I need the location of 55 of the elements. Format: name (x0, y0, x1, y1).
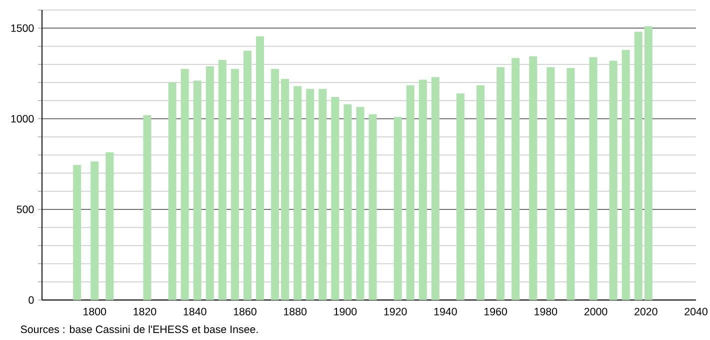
bar (230, 68, 239, 300)
bar (431, 77, 440, 300)
bar (143, 115, 152, 300)
x-tick-label: 2020 (634, 308, 658, 316)
bar (634, 32, 642, 300)
x-tick-label: 1840 (184, 308, 206, 316)
y-tick-label: 500 (16, 206, 34, 214)
y-tick-label: 1500 (11, 24, 34, 32)
bar (344, 104, 352, 300)
bar (609, 60, 618, 300)
bar (418, 80, 427, 300)
x-tick-label: 1900 (334, 308, 357, 316)
bar (90, 161, 99, 300)
x-tick-label: 1940 (434, 308, 457, 316)
bar (368, 114, 377, 300)
x-tick-label: 1820 (134, 308, 156, 316)
bar (306, 88, 314, 300)
bar (206, 66, 214, 300)
x-tick-label: 1860 (234, 308, 256, 316)
bar (496, 67, 505, 300)
bar (529, 56, 538, 300)
bar (271, 68, 280, 300)
bar (193, 80, 202, 300)
bar (294, 86, 302, 300)
bar (546, 67, 555, 300)
bar (218, 60, 226, 300)
x-tick-label: 2000 (584, 308, 608, 316)
bar (243, 50, 252, 300)
y-tick-label: 1000 (11, 114, 34, 123)
bar (106, 152, 114, 300)
bar (622, 50, 630, 300)
bar (168, 82, 176, 300)
bar (512, 58, 520, 300)
bar (566, 68, 575, 300)
source-note: Sources : base Cassini de l'EHESS et base Insee. (20, 325, 258, 334)
y-tick-label: 0 (28, 296, 34, 304)
bar (406, 85, 414, 300)
bar (73, 164, 82, 300)
bar (256, 36, 264, 300)
bar (331, 97, 340, 300)
bar (356, 106, 364, 300)
x-tick-label: 1800 (84, 308, 106, 316)
x-tick-label: 1880 (284, 308, 307, 316)
x-tick-label: 1960 (484, 308, 507, 316)
bar (456, 93, 464, 300)
bar (318, 88, 327, 300)
bar (180, 68, 189, 300)
x-tick-label: 2040 (684, 308, 708, 316)
bar (394, 116, 402, 300)
bar (644, 26, 652, 300)
bar (281, 78, 290, 300)
x-tick-label: 1920 (384, 308, 407, 316)
bar (476, 85, 485, 300)
bar (589, 57, 598, 300)
x-tick-label: 1980 (534, 308, 558, 316)
